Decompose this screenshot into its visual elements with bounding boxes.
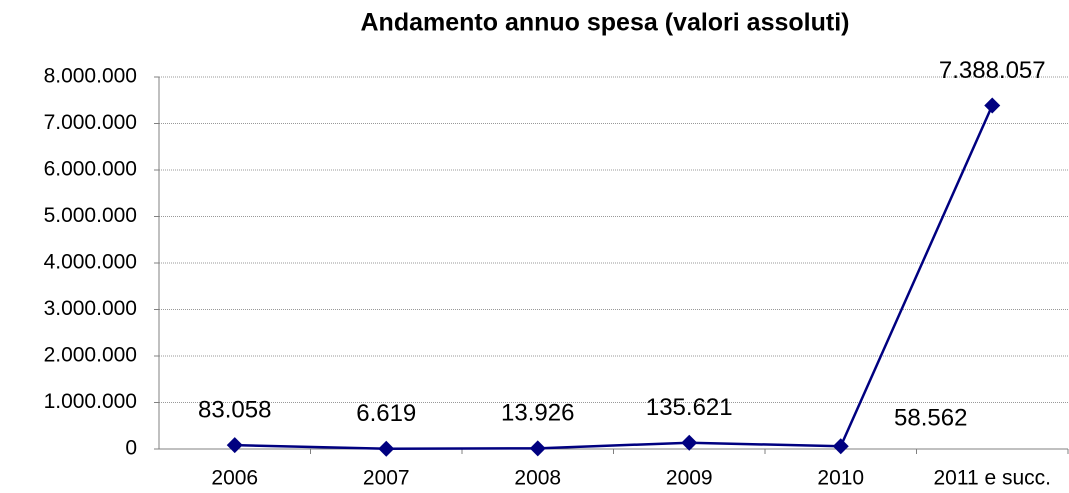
marker: [226, 437, 243, 454]
x-tick-label: 2009: [666, 467, 713, 490]
data-label: 58.562: [894, 405, 967, 432]
x-tick-label: 2007: [363, 467, 410, 490]
marker: [681, 434, 698, 451]
y-tick-label: 3.000.000: [44, 297, 137, 320]
marker: [529, 440, 546, 457]
y-tick-label: 4.000.000: [44, 251, 137, 274]
marker: [832, 438, 849, 455]
y-tick-label: 6.000.000: [44, 158, 137, 181]
marker: [378, 440, 395, 457]
data-label: 6.619: [356, 400, 416, 427]
y-tick-label: 2.000.000: [44, 344, 137, 367]
y-tick-label: 7.000.000: [44, 111, 137, 134]
marker: [984, 97, 1001, 114]
chart-title: Andamento annuo spesa (valori assoluti): [361, 9, 850, 37]
data-label: 7.388.057: [939, 57, 1046, 84]
x-tick-label: 2010: [817, 467, 864, 490]
data-label: 135.621: [646, 394, 733, 421]
x-tick-label: 2006: [211, 467, 258, 490]
data-label: 13.926: [501, 400, 574, 427]
y-tick-label: 0: [125, 437, 137, 460]
y-tick-label: 5.000.000: [44, 204, 137, 227]
y-tick-label: 8.000.000: [44, 65, 137, 88]
y-tick-label: 1.000.000: [44, 390, 137, 413]
line: [234, 104, 994, 450]
x-tick-label: 2008: [514, 467, 561, 490]
data-label: 83.058: [198, 396, 271, 423]
x-tick-label: 2011 e succ.: [933, 467, 1051, 490]
